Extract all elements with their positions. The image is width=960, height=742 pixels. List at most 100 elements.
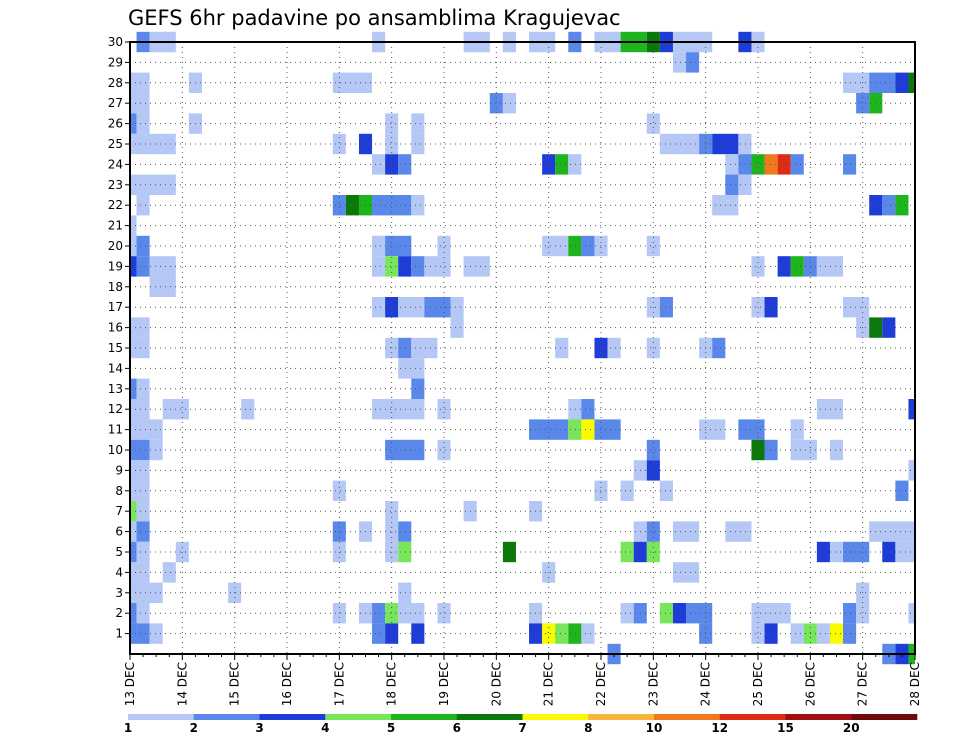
x-tick-label: 27 DEC: [856, 662, 870, 706]
heatmap-cell: [424, 256, 451, 277]
heatmap-cell: [130, 541, 137, 563]
heatmap-cell: [777, 154, 791, 175]
heatmap-cell: [620, 603, 634, 624]
heatmap-cell: [751, 154, 765, 175]
x-tick-label: 19 DEC: [437, 662, 451, 706]
heatmap-cell: [764, 439, 778, 461]
y-tick-label: 10: [108, 443, 123, 457]
legend-label: 4: [321, 721, 329, 735]
gridlines: [130, 42, 915, 654]
heatmap-cell: [646, 460, 660, 481]
heatmap-cell: [790, 419, 804, 440]
heatmap-cell: [385, 113, 399, 134]
heatmap-cell: [568, 623, 582, 644]
legend-swatch: [128, 714, 195, 720]
heatmap-cell: [882, 317, 896, 338]
legend-swatch: [719, 714, 786, 720]
legend-swatch: [325, 714, 392, 720]
legend-swatch: [391, 714, 458, 720]
heatmap-cell: [856, 93, 870, 114]
legend-swatch: [785, 714, 852, 720]
heatmap-cell: [659, 297, 673, 318]
heatmap-cell: [372, 603, 386, 624]
heatmap-cell: [136, 256, 150, 277]
heatmap-cell: [581, 399, 595, 420]
heatmap-cell: [332, 521, 346, 542]
heatmap-cell: [568, 419, 582, 440]
heatmap-cell: [130, 501, 137, 522]
heatmap-cell: [385, 501, 399, 522]
heatmap-cell: [385, 235, 412, 257]
heatmap-cell: [411, 133, 425, 155]
chart-title: GEFS 6hr padavine po ansamblima Kragujev…: [128, 6, 621, 30]
y-tick-label: 6: [115, 525, 123, 539]
heatmap-cell: [385, 133, 399, 155]
heatmap-cell: [686, 52, 700, 73]
heatmap-cell: [398, 256, 412, 277]
heatmap-cell: [398, 337, 412, 359]
heatmap-cell: [646, 521, 660, 542]
y-axis: 1234567891011121314151617181920212223242…: [108, 35, 130, 641]
heatmap-cell: [738, 133, 752, 155]
heatmap-cell: [542, 623, 556, 644]
legend-label: 20: [843, 721, 860, 735]
heatmap-cell: [332, 195, 346, 216]
heatmap-cell: [502, 93, 516, 114]
heatmap-cell: [130, 562, 150, 583]
heatmap-cell: [908, 399, 915, 420]
heatmap-cell: [130, 93, 150, 114]
heatmap-cell: [136, 521, 150, 542]
x-tick-label: 21 DEC: [542, 662, 556, 706]
heatmap-cell: [672, 603, 687, 624]
x-tick-label: 28 DEC: [908, 662, 922, 706]
heatmap-cell: [764, 623, 778, 644]
heatmap-cell: [764, 297, 778, 318]
y-tick-label: 21: [108, 219, 123, 233]
color-legend: 1 2 3 4 5 6 7 8 10 12 15 20: [124, 714, 918, 735]
heatmap-cell: [738, 174, 752, 195]
heatmap-cell: [672, 562, 700, 583]
heatmap-cell: [777, 256, 791, 277]
heatmap-cell: [385, 603, 399, 624]
heatmap-cell: [130, 439, 150, 461]
plot-frame: [129, 41, 916, 655]
y-tick-label: 13: [108, 382, 123, 396]
heatmap-cell: [869, 521, 915, 542]
y-tick-label: 9: [115, 463, 123, 477]
heatmap-cells: [130, 31, 916, 665]
y-tick-label: 2: [115, 606, 123, 620]
heatmap-cell: [136, 235, 150, 257]
heatmap-cell: [908, 460, 915, 481]
heatmap-cell: [136, 541, 150, 563]
x-tick-label: 24 DEC: [699, 662, 713, 706]
heatmap-cell: [751, 603, 791, 624]
heatmap-cell: [411, 378, 425, 399]
heatmap-cell: [672, 521, 700, 542]
heatmap-cell: [136, 195, 150, 216]
heatmap-cell: [372, 297, 386, 318]
heatmap-cell: [130, 317, 150, 338]
legend-swatch: [654, 714, 721, 720]
y-tick-label: 12: [108, 402, 123, 416]
heatmap-cell: [130, 215, 137, 236]
y-tick-label: 30: [108, 35, 123, 49]
heatmap-cell: [136, 603, 150, 624]
heatmap-cell: [659, 133, 700, 155]
y-tick-label: 23: [108, 178, 123, 192]
heatmap-cell: [869, 72, 896, 93]
legend-swatch: [259, 714, 326, 720]
heatmap-cell: [149, 623, 163, 644]
x-tick-label: 16 DEC: [280, 662, 294, 706]
heatmap-cell: [136, 623, 150, 644]
heatmap-cell: [385, 439, 425, 461]
heatmap-cell: [725, 154, 739, 175]
heatmap-cell: [130, 399, 150, 420]
heatmap-cell: [738, 419, 765, 440]
legend-swatch: [522, 714, 589, 720]
x-tick-label: 17 DEC: [332, 662, 346, 706]
y-tick-label: 22: [108, 198, 123, 212]
heatmap-cell: [411, 195, 425, 216]
heatmap-cell: [790, 256, 804, 277]
heatmap-cell: [241, 399, 255, 420]
